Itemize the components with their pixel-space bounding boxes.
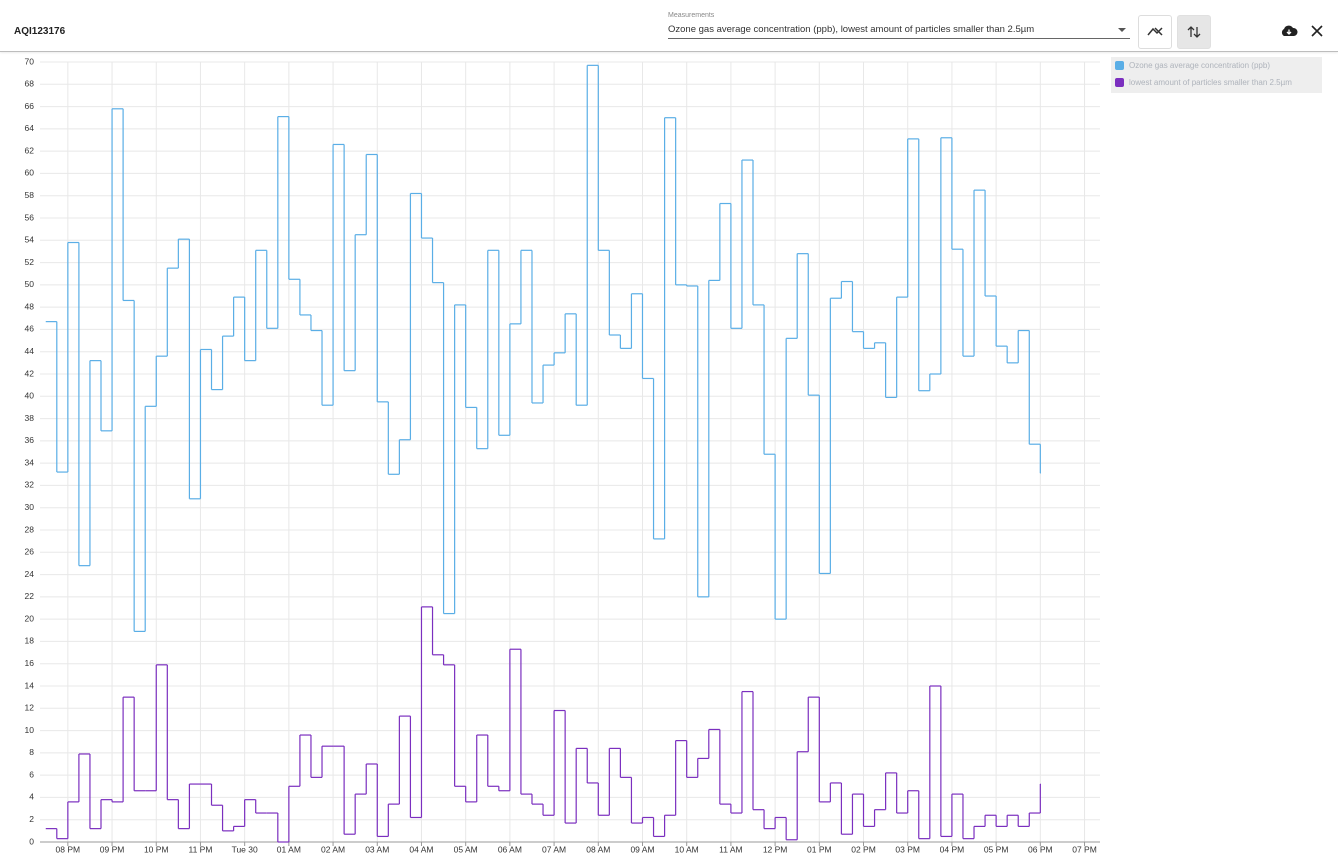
y-tick-label: 28 [25,524,35,534]
y-tick-label: 68 [25,79,35,89]
x-tick-label: 06 PM [1028,844,1053,854]
step-riser [56,606,1041,842]
y-tick-label: 46 [25,324,35,334]
x-tick-label: Tue 30 [232,844,258,854]
y-tick-label: 44 [25,346,35,356]
x-tick-label: 02 AM [321,844,345,854]
x-tick-label: 05 PM [984,844,1009,854]
x-tick-label: 07 AM [542,844,566,854]
y-tick-label: 36 [25,435,35,445]
y-tick-label: 32 [25,480,35,490]
x-tick-label: 11 AM [719,844,742,854]
y-tick-label: 62 [25,145,35,155]
legend-item[interactable]: lowest amount of particles smaller than … [1115,77,1292,89]
select-label: Measurements [668,12,715,19]
y-tick-label: 58 [25,190,35,200]
y-tick-label: 2 [29,814,34,824]
x-tick-label: 03 AM [365,844,389,854]
x-tick-label: 04 PM [940,844,965,854]
download-button[interactable] [1280,23,1298,39]
sort-button[interactable] [1177,15,1211,49]
y-tick-label: 24 [25,569,35,579]
y-tick-label: 18 [25,636,35,646]
close-button[interactable] [1311,25,1323,37]
x-tick-label: 07 PM [1072,844,1097,854]
y-tick-label: 26 [25,547,35,557]
y-tick-label: 16 [25,658,35,668]
y-tick-label: 6 [29,769,34,779]
y-tick-label: 64 [25,123,35,133]
y-tick-label: 40 [25,391,35,401]
y-tick-label: 56 [25,212,35,222]
y-tick-label: 12 [25,703,35,713]
y-tick-label: 48 [25,301,35,311]
y-tick-label: 4 [29,792,34,802]
trend-button[interactable] [1138,15,1172,49]
x-tick-label: 02 PM [851,844,876,854]
select-value: Ozone gas average concentration (ppb), l… [668,24,1035,35]
y-tick-label: 20 [25,613,35,623]
y-tick-label: 60 [25,168,35,178]
legend-swatch [1115,61,1124,71]
x-tick-label: 08 AM [586,844,610,854]
x-tick-label: 08 PM [56,844,81,854]
x-tick-label: 01 PM [807,844,832,854]
x-tick-label: 01 AM [277,844,301,854]
legend-item[interactable]: Ozone gas average concentration (ppb) [1115,60,1270,72]
x-tick-label: 11 PM [188,844,212,854]
y-tick-label: 8 [29,747,34,757]
x-tick-label: 09 AM [630,844,654,854]
y-tick-label: 22 [25,591,35,601]
x-tick-label: 03 PM [895,844,920,854]
x-tick-label: 10 PM [144,844,169,854]
trend-icon [1147,27,1163,36]
x-tick-label: 04 AM [409,844,433,854]
x-tick-label: 06 AM [498,844,522,854]
y-tick-label: 50 [25,279,35,289]
legend: Ozone gas average concentration (ppb) low… [1111,57,1322,93]
y-tick-label: 38 [25,413,35,423]
x-tick-label: 12 PM [763,844,788,854]
y-tick-label: 10 [25,725,35,735]
x-tick-label: 05 AM [454,844,478,854]
x-tick-label: 10 AM [675,844,699,854]
measurement-select[interactable]: Ozone gas average concentration (ppb), l… [668,22,1130,39]
x-tick-label: 09 PM [100,844,125,854]
step-riser [56,65,1041,632]
sort-icon [1187,26,1201,38]
legend-label: Ozone gas average concentration (ppb) [1129,61,1270,70]
legend-swatch [1115,78,1124,88]
y-tick-label: 0 [29,836,34,846]
y-tick-label: 66 [25,101,35,111]
legend-label: lowest amount of particles smaller than … [1129,78,1292,87]
y-tick-label: 42 [25,368,35,378]
header: AQI123176 Measurements Ozone gas average… [0,0,1338,52]
y-tick-label: 70 [25,56,35,66]
device-title: AQI123176 [14,26,66,37]
y-tick-label: 34 [25,457,35,467]
select-caret [1118,28,1126,32]
y-tick-label: 52 [25,257,35,267]
y-tick-label: 14 [25,680,35,690]
y-tick-label: 30 [25,502,35,512]
y-tick-label: 54 [25,235,35,245]
